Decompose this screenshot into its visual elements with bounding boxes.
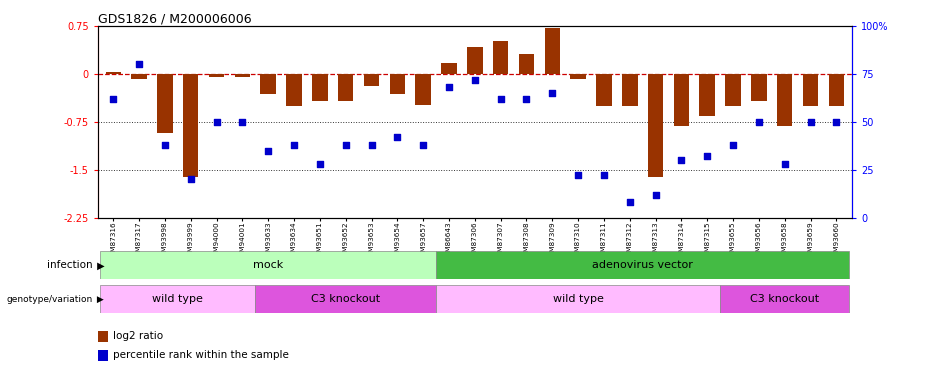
Bar [519, 54, 534, 74]
Point [648, 192, 663, 198]
Bar [674, 74, 689, 126]
Point [106, 96, 121, 102]
Bar [571, 74, 586, 79]
Bar [101, 251, 436, 279]
Point [571, 172, 586, 178]
Point [390, 134, 405, 140]
Text: genotype/variation: genotype/variation [7, 295, 93, 304]
Point [751, 119, 766, 125]
Text: percentile rank within the sample: percentile rank within the sample [113, 350, 289, 360]
Point [725, 142, 740, 148]
Point [803, 119, 818, 125]
Bar [441, 63, 457, 74]
Bar [389, 74, 405, 94]
Text: ▶: ▶ [94, 260, 104, 270]
Point [467, 77, 482, 83]
Text: mock: mock [253, 260, 283, 270]
Text: adenovirus vector: adenovirus vector [592, 260, 693, 270]
Point [131, 62, 146, 68]
Point [829, 119, 843, 125]
Text: ▶: ▶ [94, 295, 103, 304]
Bar [131, 74, 147, 79]
Bar [725, 74, 741, 106]
Point [209, 119, 224, 125]
Bar [235, 74, 250, 76]
Bar [721, 285, 849, 313]
Point [261, 147, 276, 154]
Bar [492, 41, 508, 74]
Point [777, 161, 792, 167]
Point [157, 142, 172, 148]
Bar [105, 72, 121, 74]
Point [545, 90, 560, 96]
Bar [545, 28, 560, 74]
Bar [803, 74, 818, 106]
Bar [699, 74, 715, 116]
Bar [829, 74, 844, 106]
Point [700, 153, 715, 159]
Bar [261, 74, 276, 94]
Point [597, 172, 612, 178]
Point [364, 142, 379, 148]
Point [416, 142, 431, 148]
Bar [286, 74, 302, 106]
Point [183, 176, 198, 182]
Bar [648, 74, 663, 177]
Text: infection: infection [47, 260, 93, 270]
Point [313, 161, 328, 167]
Bar [436, 251, 849, 279]
Point [287, 142, 302, 148]
Point [674, 157, 689, 163]
Bar [415, 74, 431, 105]
Point [235, 119, 250, 125]
Bar [98, 350, 108, 361]
Point [338, 142, 353, 148]
Point [441, 84, 456, 90]
Bar [596, 74, 612, 106]
Text: log2 ratio: log2 ratio [113, 332, 163, 341]
Text: wild type: wild type [153, 294, 203, 304]
Bar [101, 285, 255, 313]
Bar [183, 74, 198, 177]
Text: wild type: wild type [553, 294, 603, 304]
Text: GDS1826 / M200006006: GDS1826 / M200006006 [98, 12, 251, 25]
Bar [338, 74, 354, 101]
Bar [751, 74, 766, 101]
Bar [436, 285, 721, 313]
Bar [98, 331, 108, 342]
Bar [777, 74, 792, 126]
Point [622, 199, 637, 205]
Text: C3 knockout: C3 knockout [750, 294, 819, 304]
Bar [312, 74, 328, 101]
Bar [255, 285, 436, 313]
Point [493, 96, 508, 102]
Text: C3 knockout: C3 knockout [311, 294, 380, 304]
Bar [209, 74, 224, 76]
Bar [157, 74, 172, 133]
Bar [364, 74, 379, 86]
Bar [467, 47, 482, 74]
Bar [622, 74, 638, 106]
Point [519, 96, 533, 102]
